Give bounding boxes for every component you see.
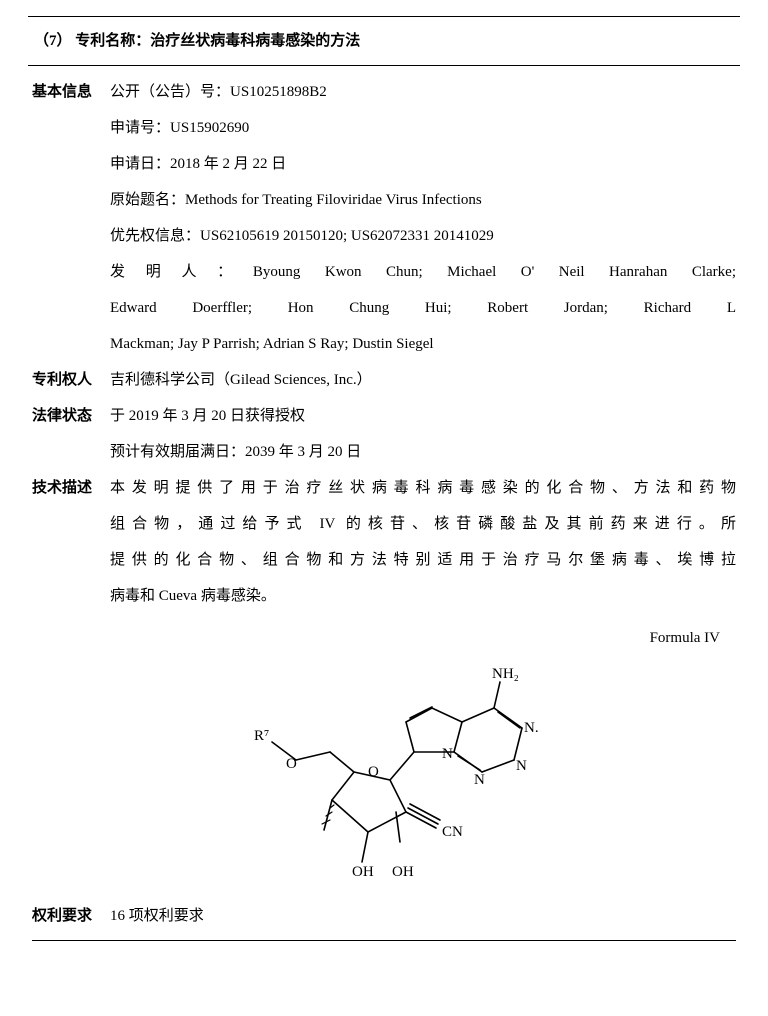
legal-label: 法律状态 <box>32 398 110 434</box>
n-label-4: N <box>474 772 485 788</box>
tech-l1: 本发明提供了用于治疗丝状病毒科病毒感染的化合物、方法和药物 <box>110 470 736 506</box>
app-no: US15902690 <box>170 120 249 136</box>
patent-title-label: 专利名称： <box>75 33 150 49</box>
tech-l2: 组合物，通过给予式 IV 的核苷、核苷磷酸盐及其前药来进行。所 <box>110 506 736 542</box>
basic-info-row: 基本信息 公开（公告）号：US10251898B2 申请号：US15902690… <box>32 74 736 362</box>
formula-label: Formula IV <box>32 620 736 656</box>
pub-line: 公开（公告）号：US10251898B2 <box>110 74 736 110</box>
date-val: 2018 年 2 月 22 日 <box>170 156 286 172</box>
legal-row: 法律状态 于 2019 年 3 月 20 日获得授权 预计有效期届满日：2039… <box>32 398 736 470</box>
tech-value: 本发明提供了用于治疗丝状病毒科病毒感染的化合物、方法和药物 组合物，通过给予式 … <box>110 470 736 614</box>
pub-label: 公开（公告）号： <box>110 84 230 100</box>
patent-title: 治疗丝状病毒科病毒感染的方法 <box>150 33 360 49</box>
app-line: 申请号：US15902690 <box>110 110 736 146</box>
formula-section: Formula IV <box>32 620 736 890</box>
oh1-label: OH <box>352 864 374 880</box>
claims-value: 16 项权利要求 <box>110 898 736 934</box>
inv-label: 发明人： <box>110 264 253 280</box>
date-label: 申请日： <box>110 156 170 172</box>
prio-line: 优先权信息：US62105619 20150120; US62072331 20… <box>110 218 736 254</box>
tech-l3: 提供的化合物、组合物和方法特别适用于治疗马尔堡病毒、埃博拉 <box>110 542 736 578</box>
patent-index: （7） <box>34 33 72 49</box>
orig-label: 原始题名： <box>110 192 185 208</box>
n-label-3: N <box>516 758 527 774</box>
inv-line1: 发明人：Byoung Kwon Chun; Michael O' Neil Ha… <box>110 254 736 290</box>
tech-label: 技术描述 <box>32 470 110 506</box>
chemical-structure-svg: NH₂ N. N N N CN OH OH O O R⁷ <box>174 660 594 890</box>
o-ring-label: O <box>368 764 379 780</box>
assignee-label: 专利权人 <box>32 362 110 398</box>
n-label-2: N. <box>524 720 539 736</box>
prio-label: 优先权信息： <box>110 228 200 244</box>
assignee-row: 专利权人 吉利德科学公司（Gilead Sciences, Inc.） <box>32 362 736 398</box>
orig-val: Methods for Treating Filoviridae Virus I… <box>185 192 482 208</box>
o-arm-label: O <box>286 756 297 772</box>
legal-value: 于 2019 年 3 月 20 日获得授权 预计有效期届满日：2039 年 3 … <box>110 398 736 470</box>
app-label: 申请号： <box>110 120 170 136</box>
cn-label: CN <box>442 824 463 840</box>
pub-no: US10251898B2 <box>230 84 327 100</box>
prio-val: US62105619 20150120; US62072331 20141029 <box>200 228 494 244</box>
r7-label: R⁷ <box>254 728 269 744</box>
tech-l4: 病毒和 Cueva 病毒感染。 <box>110 578 736 614</box>
claims-row: 权利要求 16 项权利要求 <box>32 898 736 941</box>
inv-line2: Edward Doerffler; Hon Chung Hui; Robert … <box>110 290 736 326</box>
patent-header: （7） 专利名称：治疗丝状病毒科病毒感染的方法 <box>28 16 740 66</box>
basic-info-value: 公开（公告）号：US10251898B2 申请号：US15902690 申请日：… <box>110 74 736 362</box>
legal-line1: 于 2019 年 3 月 20 日获得授权 <box>110 398 736 434</box>
content-body: 基本信息 公开（公告）号：US10251898B2 申请号：US15902690… <box>28 66 740 945</box>
assignee-value: 吉利德科学公司（Gilead Sciences, Inc.） <box>110 362 736 398</box>
date-line: 申请日：2018 年 2 月 22 日 <box>110 146 736 182</box>
n-label-1: N <box>442 746 453 762</box>
inv-v1: Byoung Kwon Chun; Michael O' Neil Hanrah… <box>253 264 736 280</box>
legal-line2: 预计有效期届满日：2039 年 3 月 20 日 <box>110 434 736 470</box>
basic-info-label: 基本信息 <box>32 74 110 110</box>
orig-line: 原始题名：Methods for Treating Filoviridae Vi… <box>110 182 736 218</box>
nh2-label: NH₂ <box>492 666 519 682</box>
tech-row: 技术描述 本发明提供了用于治疗丝状病毒科病毒感染的化合物、方法和药物 组合物，通… <box>32 470 736 614</box>
inv-line3: Mackman; Jay P Parrish; Adrian S Ray; Du… <box>110 326 736 362</box>
claims-label: 权利要求 <box>32 898 110 934</box>
oh2-label: OH <box>392 864 414 880</box>
